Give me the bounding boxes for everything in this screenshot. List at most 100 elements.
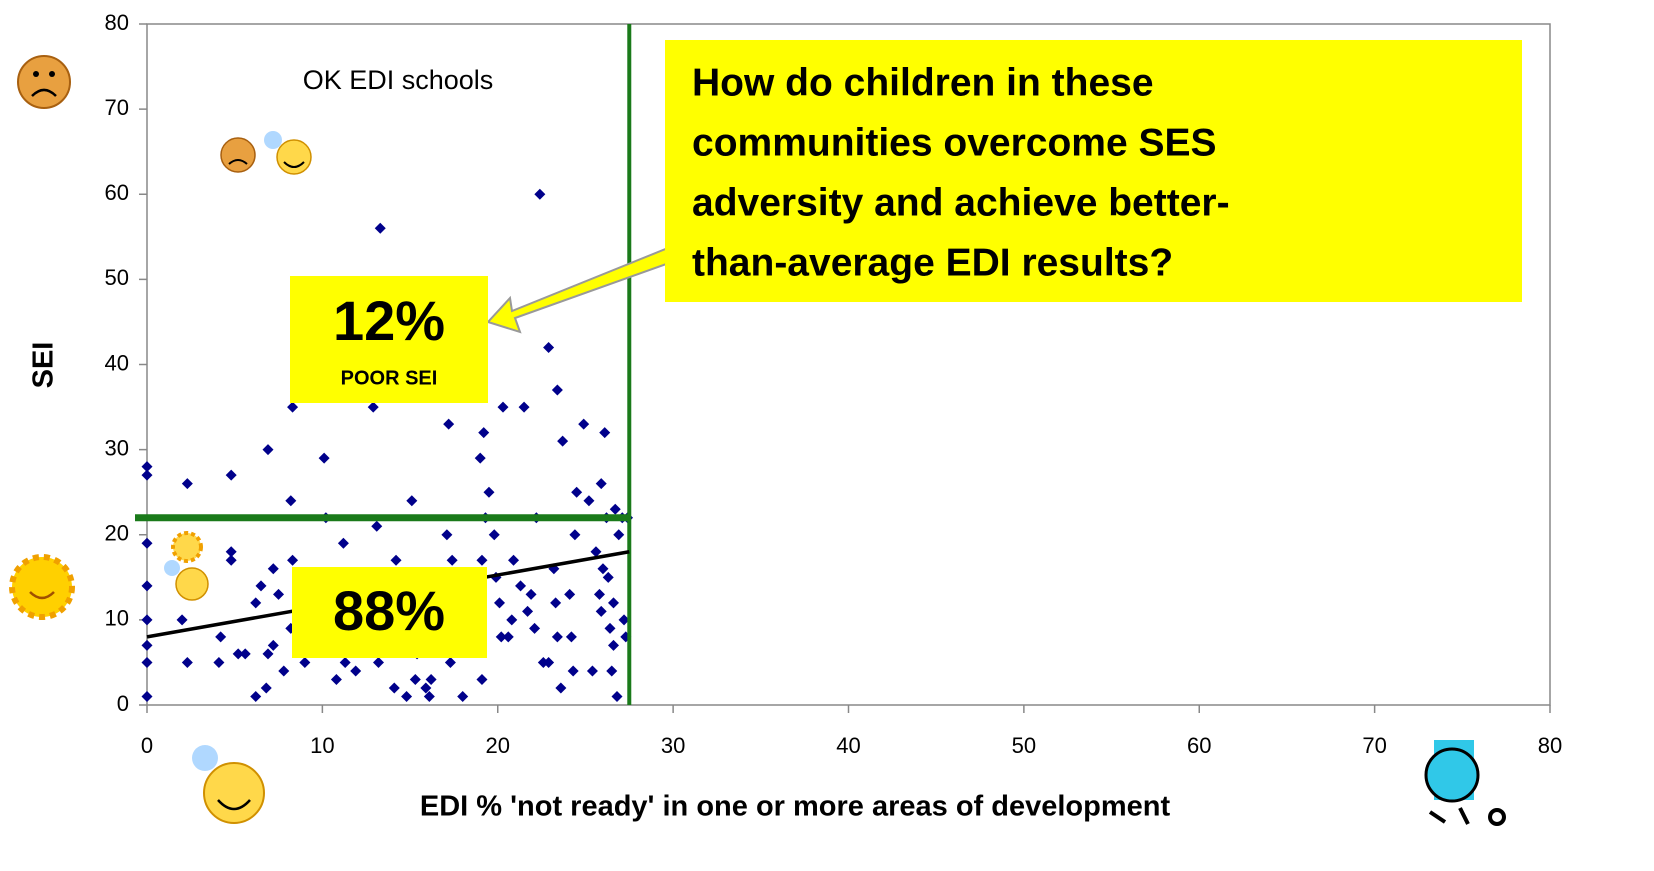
data-point: [607, 639, 619, 651]
data-point: [372, 656, 384, 668]
y-tick-label: 80: [105, 10, 129, 35]
data-point: [522, 605, 534, 617]
sad-face-icon: [17, 55, 71, 109]
y-tick-label: 30: [105, 435, 129, 460]
data-point: [567, 665, 579, 677]
x-tick-label: 0: [141, 733, 153, 758]
data-point: [534, 188, 546, 200]
data-point: [287, 401, 299, 413]
sad-face-icon: [220, 131, 312, 175]
data-point: [141, 614, 153, 626]
data-point: [543, 656, 555, 668]
x-tick-label: 80: [1538, 733, 1562, 758]
data-point: [478, 427, 490, 439]
callout-text: adversity and achieve better-: [692, 181, 1230, 224]
data-point: [225, 469, 237, 481]
data-point: [590, 546, 602, 558]
data-point: [602, 571, 614, 583]
data-point: [595, 478, 607, 490]
data-point: [551, 384, 563, 396]
data-point: [474, 452, 486, 464]
poor-box: [290, 276, 488, 403]
data-point: [141, 690, 153, 702]
callout-text: How do children in these: [692, 61, 1154, 104]
data-point: [420, 682, 432, 694]
data-point: [141, 580, 153, 592]
data-point: [141, 469, 153, 481]
data-point: [367, 401, 379, 413]
data-point: [267, 639, 279, 651]
poor-percent: 12%: [333, 289, 445, 352]
data-point: [497, 401, 509, 413]
data-point: [260, 682, 272, 694]
x-tick-label: 50: [1012, 733, 1036, 758]
data-point: [604, 622, 616, 634]
data-point: [506, 614, 518, 626]
data-point: [441, 529, 453, 541]
data-point: [285, 495, 297, 507]
data-point: [181, 478, 193, 490]
data-point: [409, 673, 421, 685]
data-point: [607, 597, 619, 609]
y-tick-label: 60: [105, 180, 129, 205]
poor-label: POOR SEI: [341, 367, 438, 389]
data-point: [443, 418, 455, 430]
y-tick-label: 40: [105, 350, 129, 375]
data-point: [583, 495, 595, 507]
data-point: [446, 554, 458, 566]
data-point: [564, 588, 576, 600]
data-point: [611, 690, 623, 702]
data-point: [181, 656, 193, 668]
data-point: [425, 673, 437, 685]
data-point: [444, 656, 456, 668]
data-point: [476, 554, 488, 566]
callout-box: [665, 40, 1522, 302]
data-point: [613, 529, 625, 541]
data-point: [262, 444, 274, 456]
data-point: [551, 631, 563, 643]
x-tick-label: 60: [1187, 733, 1211, 758]
data-point: [578, 418, 590, 430]
callout-text: than-average EDI results?: [692, 241, 1173, 284]
data-point: [515, 580, 527, 592]
data-point: [250, 690, 262, 702]
data-point: [390, 554, 402, 566]
data-point: [609, 503, 621, 515]
y-tick-label: 10: [105, 606, 129, 631]
data-point: [337, 537, 349, 549]
data-point: [606, 665, 618, 677]
data-point: [618, 614, 630, 626]
data-point: [457, 690, 469, 702]
x-tick-label: 10: [310, 733, 334, 758]
data-point: [525, 588, 537, 600]
data-point: [225, 554, 237, 566]
data-point: [339, 656, 351, 668]
region-label: OK EDI schools: [303, 65, 494, 95]
data-point: [273, 588, 285, 600]
data-point: [215, 631, 227, 643]
data-point: [529, 622, 541, 634]
data-point: [476, 673, 488, 685]
data-point: [250, 597, 262, 609]
data-point: [599, 427, 611, 439]
x-tick-label: 30: [661, 733, 685, 758]
callout-arrow: [486, 246, 674, 334]
x-axis-title: EDI % 'not ready' in one or more areas o…: [420, 791, 1171, 823]
data-point: [494, 597, 506, 609]
happy-face-icon: [192, 745, 265, 824]
data-point: [557, 435, 569, 447]
data-point: [213, 656, 225, 668]
x-tick-label: 20: [486, 733, 510, 758]
data-point: [299, 656, 311, 668]
data-point: [232, 648, 244, 660]
data-point: [483, 486, 495, 498]
data-point: [593, 588, 605, 600]
y-tick-label: 70: [105, 95, 129, 120]
data-point: [388, 682, 400, 694]
data-point: [518, 401, 530, 413]
data-point: [141, 461, 153, 473]
x-tick-label: 70: [1362, 733, 1386, 758]
data-point: [495, 631, 507, 643]
data-point: [502, 631, 514, 643]
